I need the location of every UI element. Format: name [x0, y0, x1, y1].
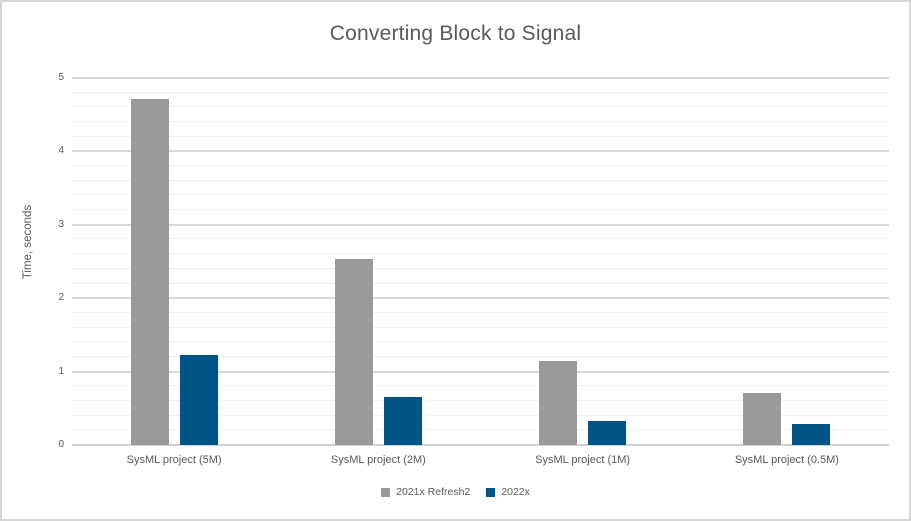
minor-gridline [72, 355, 889, 357]
bar-2021x-refresh2-2 [334, 259, 373, 445]
minor-gridline [72, 341, 889, 343]
category-label: SysML project (5M) [126, 454, 222, 466]
y-tick-label: 2 [58, 292, 64, 304]
minor-gridline [72, 311, 889, 313]
category-label: SysML project (2M) [330, 454, 426, 466]
minor-gridline [72, 429, 889, 431]
minor-gridline [72, 165, 889, 167]
minor-gridline [72, 179, 889, 181]
bar-2022x-2 [383, 396, 422, 445]
major-gridline [72, 297, 889, 300]
minor-gridline [72, 326, 889, 328]
y-tick-label: 1 [58, 365, 64, 377]
x-axis-line [72, 444, 889, 446]
minor-gridline [72, 135, 889, 137]
minor-gridline [72, 91, 889, 93]
minor-gridline [72, 385, 889, 387]
legend: 2021x Refresh2 2022x [2, 486, 909, 498]
y-tick-label: 5 [58, 72, 64, 83]
bar-2021x-refresh2-3 [539, 360, 578, 445]
y-tick-label: 4 [58, 145, 64, 157]
minor-gridline [72, 399, 889, 401]
major-gridline [72, 223, 889, 226]
category-label: SysML project (1M) [535, 454, 631, 466]
minor-gridline [72, 253, 889, 255]
legend-label: 2022x [501, 486, 530, 498]
legend-item: 2021x Refresh2 [381, 486, 470, 498]
major-gridline [72, 370, 889, 373]
y-axis-tick-labels: 0 1 2 3 4 5 [36, 72, 64, 450]
bar-2022x-3 [588, 420, 627, 445]
minor-gridline [72, 282, 889, 284]
legend-item: 2022x [486, 486, 530, 498]
legend-swatch-icon [486, 487, 496, 497]
bar-2022x-1 [179, 355, 218, 445]
plot-area [72, 77, 889, 446]
major-gridline [72, 77, 889, 79]
minor-gridline [72, 414, 889, 416]
minor-gridline [72, 238, 889, 240]
major-gridline [72, 150, 889, 153]
y-axis-title: Time, seconds [22, 204, 34, 280]
minor-gridline [72, 267, 889, 269]
category-label: SysML project (0.5M) [734, 454, 839, 466]
y-tick-label: 0 [58, 439, 64, 450]
legend-swatch-icon [381, 487, 391, 497]
bar-2021x-refresh2-4 [743, 392, 782, 445]
minor-gridline [72, 106, 889, 108]
bar-2021x-refresh2-1 [130, 98, 169, 445]
minor-gridline [72, 194, 889, 196]
bar-2022x-4 [792, 423, 831, 445]
minor-gridline [72, 209, 889, 211]
y-tick-label: 3 [58, 218, 64, 230]
minor-gridline [72, 121, 889, 123]
x-axis-category-labels: SysML project (5M) SysML project (2M) SysM… [72, 454, 889, 466]
chart-title: Converting Block to Signal [329, 22, 582, 45]
legend-label: 2021x Refresh2 [396, 486, 471, 498]
